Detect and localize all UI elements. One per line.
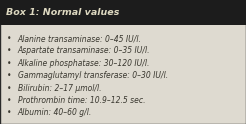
Text: •: •	[7, 96, 11, 105]
Text: Box 1: Normal values: Box 1: Normal values	[6, 8, 120, 17]
Text: Albumin: 40–60 g/l.: Albumin: 40–60 g/l.	[18, 108, 92, 117]
Text: Bilirubin: 2–17 μmol/l.: Bilirubin: 2–17 μmol/l.	[18, 84, 101, 93]
Text: Alanine transaminase: 0–45 IU/l.: Alanine transaminase: 0–45 IU/l.	[18, 34, 142, 43]
Text: •: •	[7, 59, 11, 68]
Text: Gammaglutamyl transferase: 0–30 IU/l.: Gammaglutamyl transferase: 0–30 IU/l.	[18, 71, 168, 80]
Text: •: •	[7, 71, 11, 80]
Text: Alkaline phosphatase: 30–120 IU/l.: Alkaline phosphatase: 30–120 IU/l.	[18, 59, 150, 68]
Text: Prothrombin time: 10.9–12.5 sec.: Prothrombin time: 10.9–12.5 sec.	[18, 96, 145, 105]
Text: •: •	[7, 34, 11, 43]
Text: Aspartate transaminase: 0–35 IU/l.: Aspartate transaminase: 0–35 IU/l.	[18, 46, 150, 56]
Text: •: •	[7, 84, 11, 93]
Text: •: •	[7, 108, 11, 117]
Bar	[0, 0, 246, 25]
Text: •: •	[7, 46, 11, 56]
